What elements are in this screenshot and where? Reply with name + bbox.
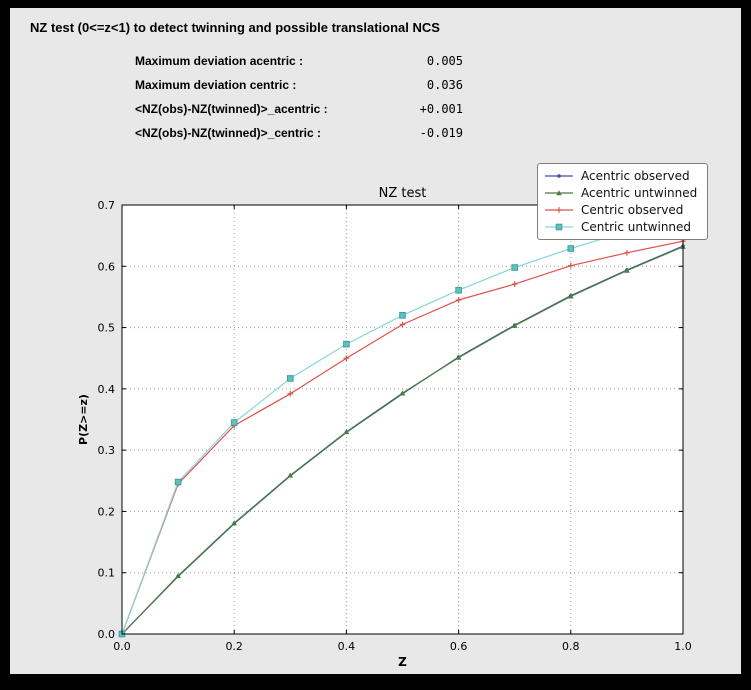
legend-item: Acentric observed — [544, 168, 697, 184]
stat-row: <NZ(obs)-NZ(twinned)>_centric : -0.019 — [135, 126, 463, 140]
tick-labels: 0.0 0.2 0.4 0.6 0.8 1.0 0.0 0.1 0.2 0.3 0.4 0.5 0.6 0… — [98, 199, 692, 653]
stat-value: 0.005 — [426, 54, 463, 68]
svg-text:0.3: 0.3 — [98, 444, 116, 457]
nz-test-chart: 0.0 0.2 0.4 0.6 0.8 1.0 0.0 0.1 0.2 0.3 0.4 0.5 0.6 0… — [77, 186, 692, 669]
svg-text:0.7: 0.7 — [98, 199, 116, 212]
svg-text:0.6: 0.6 — [450, 640, 468, 653]
svg-text:0.4: 0.4 — [98, 383, 116, 396]
page-title: NZ test (0<=z<1) to detect twinning and … — [30, 20, 440, 35]
svg-text:0.2: 0.2 — [98, 505, 116, 518]
stat-label: <NZ(obs)-NZ(twinned)>_acentric : — [135, 102, 328, 116]
legend-sample-icon — [545, 190, 573, 196]
y-axis-label: P(Z>=z) — [77, 394, 90, 445]
legend-sample-icon — [545, 174, 573, 178]
stat-value: 0.036 — [426, 78, 463, 92]
svg-text:0.2: 0.2 — [225, 640, 243, 653]
stats-block: Maximum deviation acentric : 0.005 Maxim… — [135, 54, 463, 140]
x-axis-label: Z — [398, 655, 407, 669]
svg-text:0.5: 0.5 — [98, 322, 116, 335]
legend-label: Centric untwinned — [581, 220, 692, 234]
svg-text:1.0: 1.0 — [674, 640, 692, 653]
stat-row: <NZ(obs)-NZ(twinned)>_acentric : +0.001 — [135, 102, 463, 116]
svg-text:0.0: 0.0 — [98, 628, 116, 641]
stat-row: Maximum deviation centric : 0.036 — [135, 78, 463, 92]
legend-label: Acentric observed — [581, 169, 690, 183]
stat-value: +0.001 — [419, 102, 463, 116]
svg-text:0.4: 0.4 — [338, 640, 356, 653]
plot-area — [122, 205, 683, 634]
legend-item: Centric untwinned — [544, 219, 697, 235]
svg-text:0.8: 0.8 — [562, 640, 580, 653]
legend-item: Acentric untwinned — [544, 185, 697, 201]
legend-item: Centric observed — [544, 202, 697, 218]
stat-label: <NZ(obs)-NZ(twinned)>_centric : — [135, 126, 322, 140]
stat-row: Maximum deviation acentric : 0.005 — [135, 54, 463, 68]
stat-value: -0.019 — [419, 126, 463, 140]
plot-panel: NZ test (0<=z<1) to detect twinning and … — [10, 8, 741, 674]
axes-frame — [121, 204, 684, 635]
legend-sample-icon — [545, 223, 573, 231]
legend-sample-icon — [545, 207, 573, 213]
stat-label: Maximum deviation centric : — [135, 78, 297, 92]
chart-legend: Acentric observed Acentric untwinned Centr… — [537, 163, 709, 240]
svg-text:0.1: 0.1 — [98, 567, 116, 580]
legend-label: Centric observed — [581, 203, 684, 217]
svg-text:0.6: 0.6 — [98, 260, 116, 273]
legend-label: Acentric untwinned — [581, 186, 698, 200]
chart-title: NZ test — [379, 186, 427, 201]
svg-text:0.0: 0.0 — [113, 640, 131, 653]
stat-label: Maximum deviation acentric : — [135, 54, 304, 68]
